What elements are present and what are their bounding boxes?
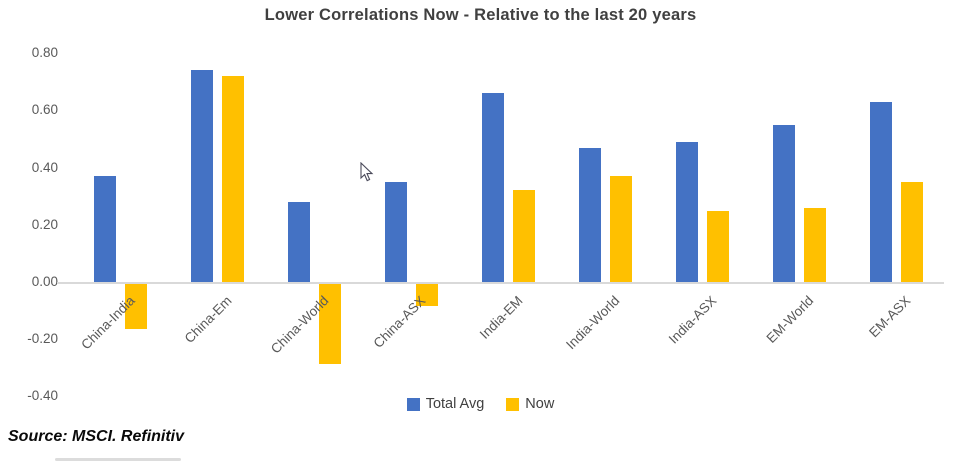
x-axis-category-label: India-ASX <box>666 293 720 347</box>
x-axis-category-label: India-World <box>563 293 623 353</box>
bar-now-china-asx <box>415 283 438 307</box>
bar-now-india-asx <box>706 210 729 282</box>
x-axis-category-label: China-Em <box>181 293 235 347</box>
legend-item-now: Now <box>506 396 554 412</box>
x-axis-category-label: China-ASX <box>370 293 429 351</box>
bar-now-em-asx <box>900 181 923 282</box>
y-axis-tick-label: -0.20 <box>27 331 58 347</box>
bar-total-avg-india-world <box>579 147 601 282</box>
legend-label: Now <box>525 396 555 412</box>
bottom-edge-strip <box>55 458 181 461</box>
y-axis-tick-label: 0.20 <box>31 216 58 232</box>
bar-now-em-world <box>803 207 826 282</box>
legend: Total Avg Now <box>0 396 961 412</box>
x-axis-category-label: EM-World <box>763 293 817 346</box>
x-axis-category-label: EM-ASX <box>866 293 914 341</box>
bar-now-china-india <box>124 283 147 330</box>
legend-swatch-icon <box>406 397 420 411</box>
x-axis-line <box>57 282 944 284</box>
bar-total-avg-india-em <box>482 93 504 282</box>
bar-now-india-em <box>512 190 535 282</box>
bar-total-avg-em-asx <box>870 101 892 282</box>
y-axis-tick-label: 0.00 <box>31 274 58 289</box>
legend-swatch-icon <box>506 397 520 411</box>
chart-title: Lower Correlations Now - Relative to the… <box>264 6 697 24</box>
bar-now-india-world <box>609 176 632 282</box>
bar-total-avg-em-world <box>773 124 795 282</box>
y-axis-tick-label: 0.40 <box>31 159 58 175</box>
legend-label: Total Avg <box>425 396 485 412</box>
mouse-cursor-icon <box>360 162 374 182</box>
x-axis-category-label: India-EM <box>476 293 526 342</box>
bar-total-avg-china-em <box>191 70 213 282</box>
y-axis-tick-label: 0.80 <box>31 45 58 61</box>
bar-total-avg-india-asx <box>676 141 698 282</box>
bar-now-china-em <box>221 76 244 282</box>
y-axis-tick-label: -0.40 <box>27 388 58 404</box>
legend-item-total-avg: Total Avg <box>406 396 485 412</box>
y-axis-tick-label: 0.60 <box>31 102 58 118</box>
source-note: Source: MSCI. Refinitiv <box>8 428 185 445</box>
bar-total-avg-china-asx <box>385 181 407 282</box>
bar-total-avg-china-world <box>288 201 310 282</box>
bar-total-avg-china-india <box>94 176 116 282</box>
bar-now-china-world <box>318 283 341 364</box>
